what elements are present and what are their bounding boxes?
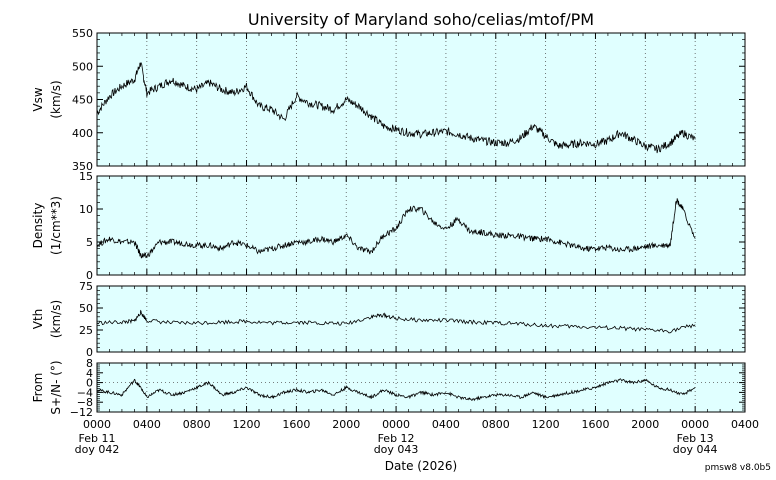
plot-background [97, 286, 745, 352]
y-tick-label: 450 [72, 94, 93, 107]
x-tick-label: 0400 [432, 418, 460, 431]
x-doy-label: doy 042 [75, 443, 120, 456]
y-axis-title: Density (1/cm**3) [31, 196, 63, 255]
x-date-label: Feb 11 [79, 432, 116, 445]
plot-frame [96, 285, 746, 353]
y-axis-title: From S+/N- (°) [31, 360, 63, 414]
y-tick-label: −4 [77, 386, 93, 399]
x-tick-label: 0000 [83, 418, 111, 431]
x-tick-label: 1200 [233, 418, 261, 431]
y-tick-label: 75 [79, 280, 93, 293]
x-tick-label: 0400 [133, 418, 161, 431]
y-tick-label: 350 [72, 160, 93, 173]
y-tick-label: 4 [86, 367, 93, 380]
x-tick-label: 2000 [631, 418, 659, 431]
x-tick-label: 1600 [581, 418, 609, 431]
y-tick-label: 25 [79, 324, 93, 337]
x-tick-label: 0800 [183, 418, 211, 431]
y-tick-label: −8 [77, 396, 93, 409]
y-axis-title-line: Density [31, 203, 45, 249]
y-axis-title-line: (km/s) [49, 80, 63, 118]
x-tick-label: 0000 [681, 418, 709, 431]
x-tick-label: 1600 [282, 418, 310, 431]
series-line [96, 62, 696, 154]
y-tick-label: 50 [79, 302, 93, 315]
y-tick-label: 8 [86, 357, 93, 370]
panel-1: 350 400 450 500 550 Vsw (km/s) [31, 27, 746, 173]
panel-3: 0 25 50 75 Vth (km/s) [31, 280, 746, 359]
x-tick-label: 0000 [382, 418, 410, 431]
x-tick-label: 0400 [731, 418, 759, 431]
chart-title: University of Maryland soho/celias/mtof/… [248, 10, 594, 29]
x-axis-title: Date (2026) [385, 459, 457, 473]
y-tick-label: 0 [86, 269, 93, 282]
x-tick-label: 1200 [532, 418, 560, 431]
x-date-label: Feb 13 [677, 432, 714, 445]
plot-background [97, 33, 745, 166]
y-tick-label: 400 [72, 127, 93, 140]
y-axis-title: Vsw (km/s) [31, 80, 63, 118]
y-axis-title-line: S+/N- (°) [49, 360, 63, 414]
y-axis-title: Vth (km/s) [31, 300, 63, 338]
x-doy-label: doy 043 [374, 443, 419, 456]
x-axis: 0000 0400 0800 1200 1600 2000 0000 0400 0800 1200… [75, 418, 759, 456]
x-doy-label: doy 044 [673, 443, 718, 456]
plot-background [97, 363, 745, 412]
x-tick-label: 0800 [482, 418, 510, 431]
version-footer: pmsw8 v8.0b5 [705, 463, 771, 473]
plot-frame [96, 32, 746, 167]
series-line [96, 198, 696, 259]
series-line [96, 309, 696, 334]
x-date-label: Feb 12 [378, 432, 415, 445]
plot-frame [96, 175, 746, 276]
y-tick-label: −12 [70, 406, 93, 419]
plot-frame [96, 362, 746, 413]
y-tick-label: 0 [86, 346, 93, 359]
y-tick-label: 550 [72, 27, 93, 40]
x-tick-label: 2000 [332, 418, 360, 431]
series-line [96, 378, 696, 402]
y-axis-title-line: Vsw [31, 87, 45, 111]
y-axis-title-line: (1/cm**3) [49, 196, 63, 255]
y-tick-label: 5 [86, 236, 93, 249]
y-tick-label: 0 [86, 377, 93, 390]
y-axis-title-line: From [31, 373, 45, 403]
plot-background [97, 176, 745, 275]
y-tick-label: 10 [79, 203, 93, 216]
y-axis-title-line: Vth [31, 309, 45, 330]
panel-2: 0 5 10 15 Density (1/cm**3) [31, 170, 746, 282]
y-tick-label: 500 [72, 60, 93, 73]
y-tick-label: 15 [79, 170, 93, 183]
y-axis-title-line: (km/s) [49, 300, 63, 338]
